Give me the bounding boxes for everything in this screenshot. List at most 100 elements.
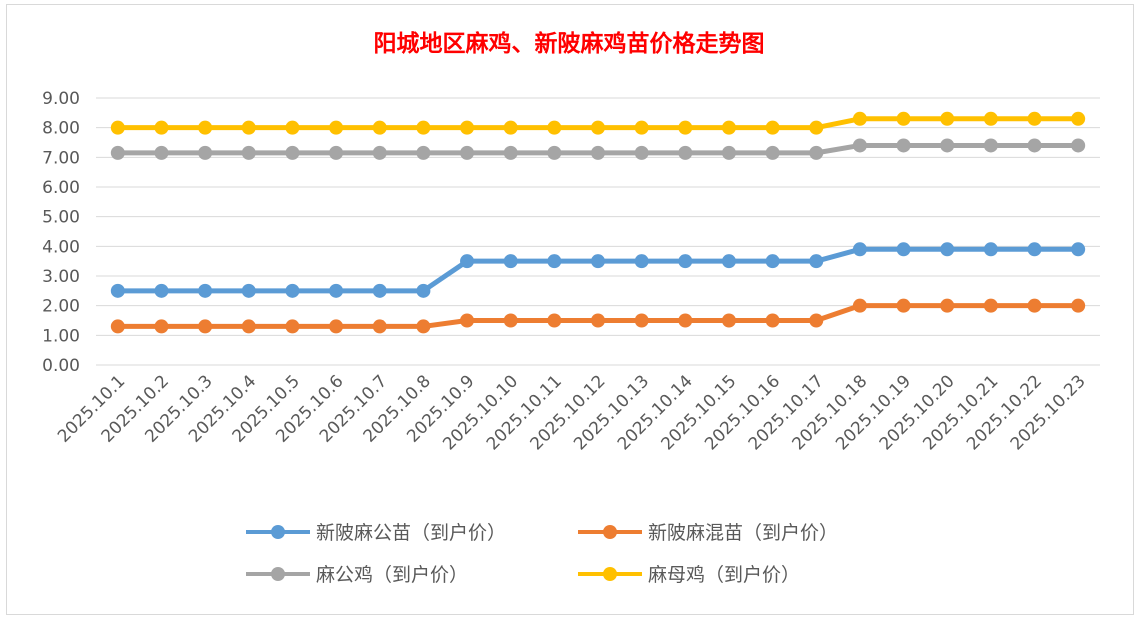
series-2-point [547, 145, 562, 160]
series-0-point [460, 254, 475, 269]
series-0-point [591, 254, 605, 269]
series-1-point [329, 319, 344, 334]
series-1-point [110, 319, 125, 334]
series-2-point [852, 138, 867, 153]
series-2-point [765, 145, 780, 160]
legend-item-2: 麻公鸡（到户价） [246, 560, 468, 587]
legend-item-3: 麻母鸡（到户价） [578, 560, 800, 587]
series-2-point [591, 145, 605, 160]
series-3-point [983, 111, 998, 126]
y-tick-label: 6.00 [42, 178, 80, 198]
series-0-point [1071, 242, 1086, 257]
series-2-point [896, 138, 911, 153]
series-1-point [547, 313, 562, 328]
series-2-point [503, 145, 518, 160]
series-3-point [678, 120, 693, 135]
series-2-point [809, 145, 824, 160]
legend-swatch-0 [246, 522, 310, 542]
y-tick-label: 4.00 [42, 237, 80, 257]
series-1-point [154, 319, 169, 334]
legend-swatch-2 [246, 564, 310, 584]
y-tick-label: 8.00 [42, 119, 80, 139]
series-0-point [198, 283, 213, 298]
series-0-point [503, 254, 518, 269]
series-2-point [372, 145, 387, 160]
series-2-point [983, 138, 998, 153]
series-3-point [634, 120, 649, 135]
series-2-point [634, 145, 649, 160]
series-1-point [809, 313, 824, 328]
series-3-point [940, 111, 955, 126]
series-0-point [329, 283, 344, 298]
series-3-point [154, 120, 169, 135]
y-tick-label: 7.00 [42, 148, 80, 168]
y-tick-label: 9.00 [42, 89, 80, 109]
series-3-point [896, 111, 911, 126]
series-0-point [241, 283, 256, 298]
series-0-point [940, 242, 955, 257]
series-0-point [765, 254, 780, 269]
series-3-point [285, 120, 300, 135]
series-1-point [1027, 298, 1042, 313]
series-2-point [721, 145, 736, 160]
y-tick-label: 3.00 [42, 267, 80, 287]
series-0-point [852, 242, 867, 257]
series-2-point [241, 145, 256, 160]
series-1-point [940, 298, 955, 313]
series-0-point [983, 242, 998, 257]
series-1-point [372, 319, 387, 334]
y-tick-label: 2.00 [42, 297, 80, 317]
series-1-point [1071, 298, 1086, 313]
series-1-point [591, 313, 605, 328]
legend-label-3: 麻母鸡（到户价） [648, 564, 801, 586]
series-1-point [678, 313, 693, 328]
series-0-point [547, 254, 562, 269]
series-0-point [896, 242, 911, 257]
series-0-point [285, 283, 300, 298]
legend-item-1: 新陂麻混苗（到户价） [578, 518, 838, 545]
series-3-point [503, 120, 518, 135]
series-3-point [591, 120, 605, 135]
legend-label-0: 新陂麻公苗（到户价） [316, 522, 507, 544]
series-3-point [198, 120, 213, 135]
legend-label-1: 新陂麻混苗（到户价） [648, 522, 839, 544]
series-3-point [1071, 111, 1086, 126]
series-0-point [721, 254, 736, 269]
series-2-point [1027, 138, 1042, 153]
series-3-point [110, 120, 125, 135]
series-2-point [678, 145, 693, 160]
chart-title: 阳城地区麻鸡、新陂麻鸡苗价格走势图 [373, 30, 765, 57]
series-1-point [721, 313, 736, 328]
series-3-point [809, 120, 824, 135]
y-tick-label: 1.00 [42, 326, 80, 346]
series-2-point [460, 145, 475, 160]
series-2-point [154, 145, 169, 160]
series-1-point [285, 319, 300, 334]
series-1-point [765, 313, 780, 328]
series-0-point [372, 283, 387, 298]
series-0-point [416, 283, 431, 298]
legend-item-0: 新陂麻公苗（到户价） [246, 518, 506, 545]
series-3-point [721, 120, 736, 135]
series-1-point [198, 319, 213, 334]
series-2-point [285, 145, 300, 160]
series-0-point [634, 254, 649, 269]
series-1-point [634, 313, 649, 328]
series-3-point [852, 111, 867, 126]
series-1-point [416, 319, 431, 334]
series-3-point [547, 120, 562, 135]
y-tick-label: 5.00 [42, 208, 80, 228]
series-2-point [416, 145, 431, 160]
series-2-point [1071, 138, 1086, 153]
series-0-point [154, 283, 169, 298]
series-0-point [110, 283, 125, 298]
series-3-point [329, 120, 344, 135]
series-2-point [940, 138, 955, 153]
legend-swatch-3 [578, 564, 642, 584]
series-3-point [765, 120, 780, 135]
y-tick-label: 0.00 [42, 356, 80, 376]
series-1-point [241, 319, 256, 334]
series-3-point [460, 120, 475, 135]
series-1-point [896, 298, 911, 313]
